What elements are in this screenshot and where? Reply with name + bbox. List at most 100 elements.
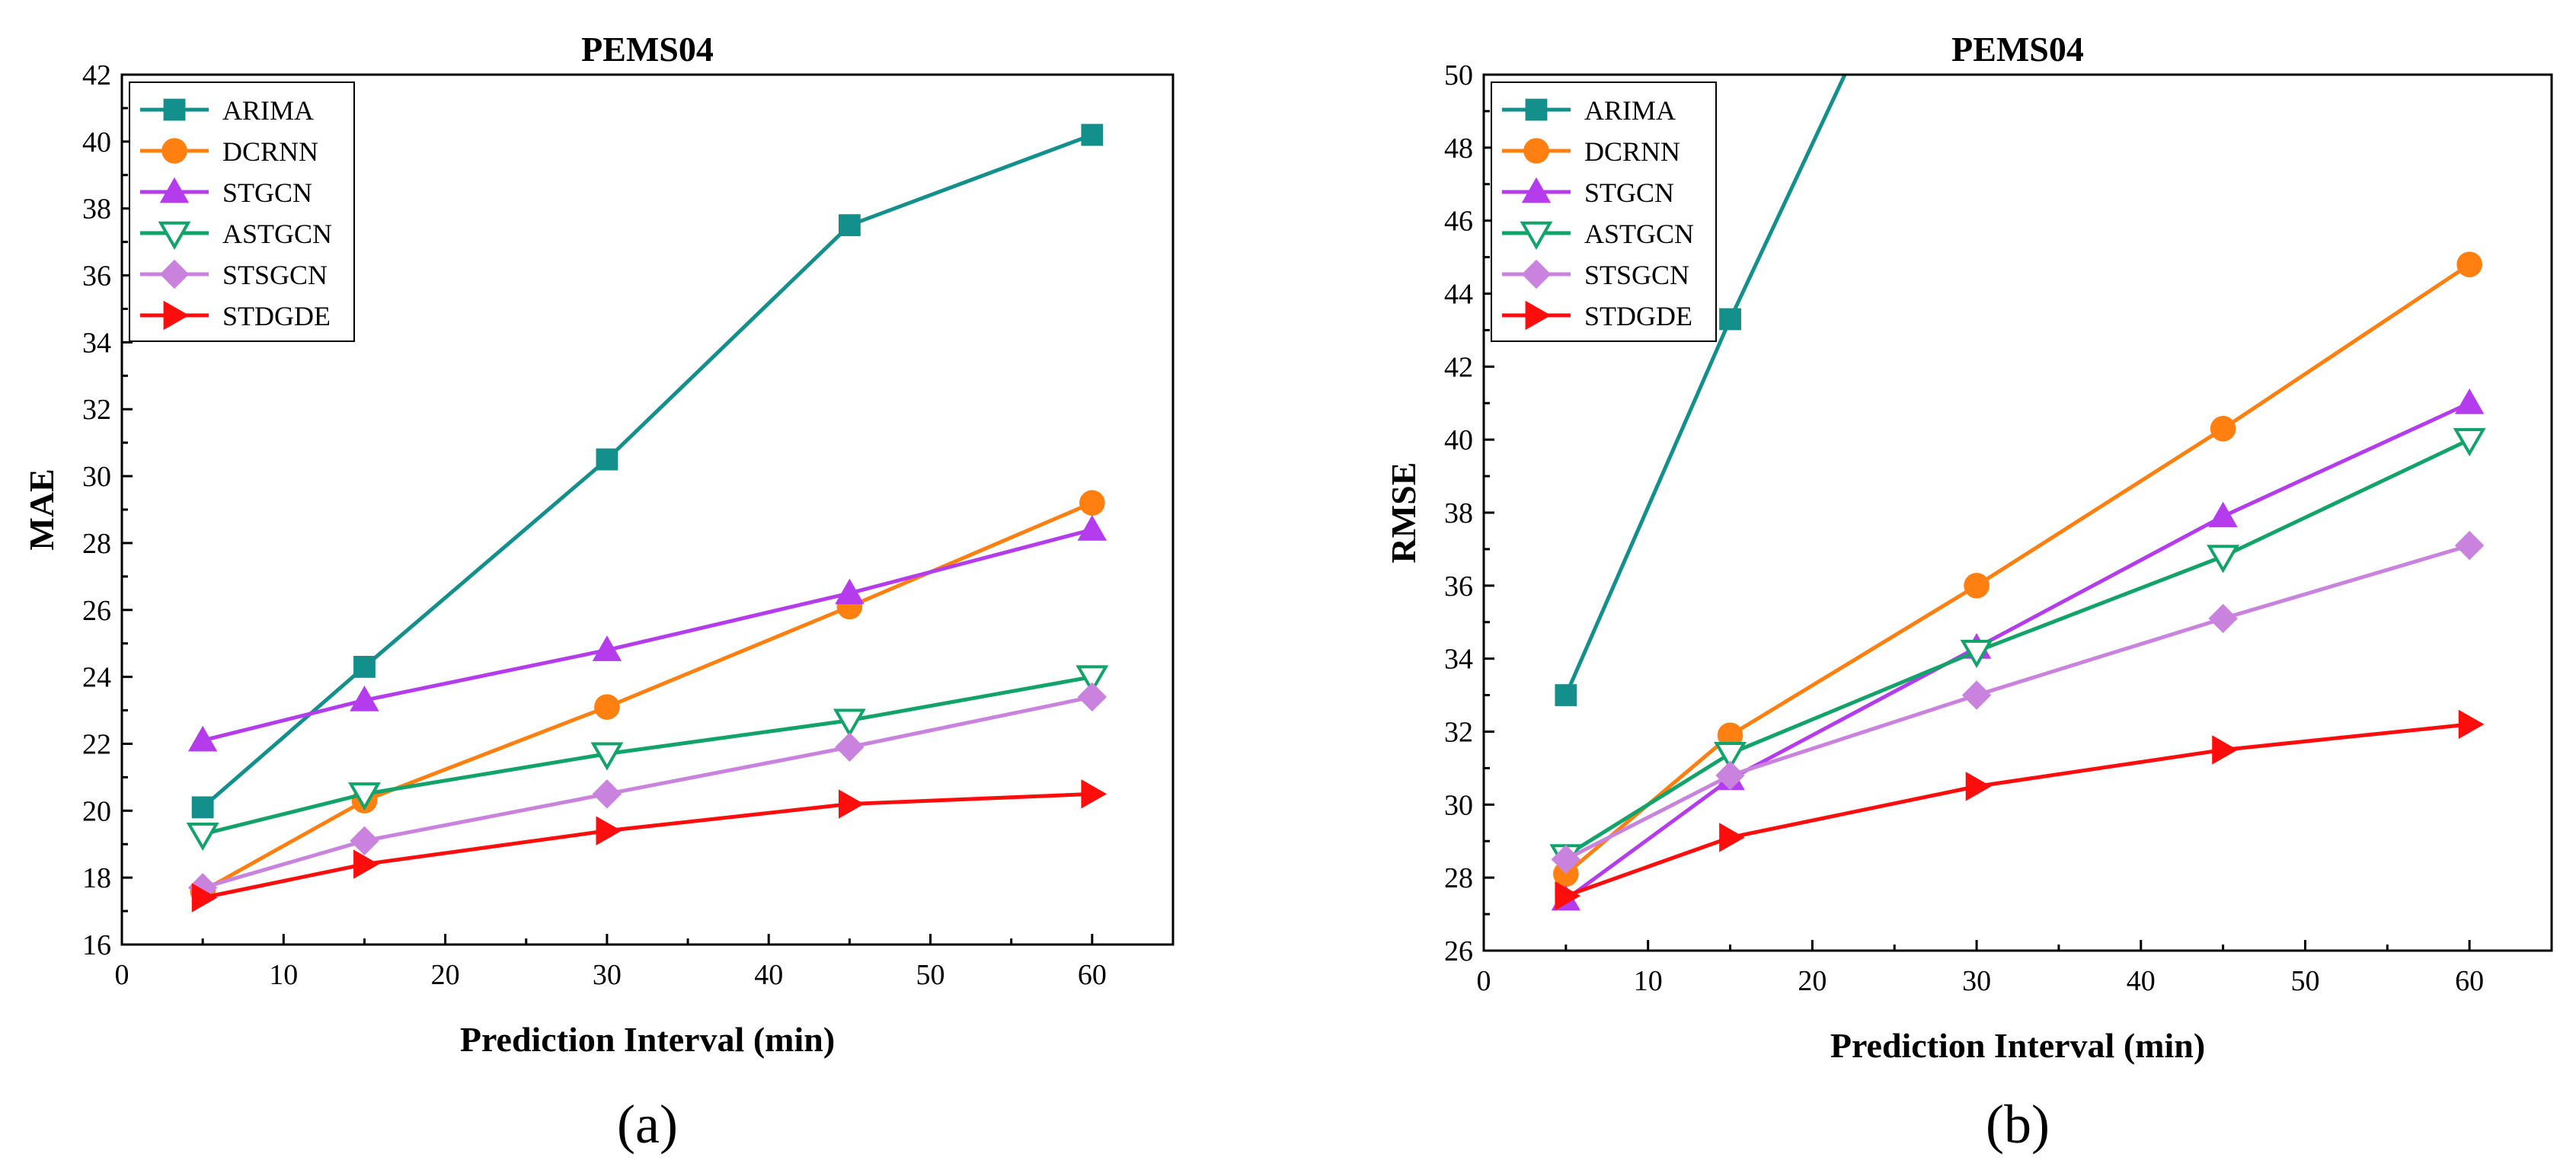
y-tick-label: 48	[1444, 133, 1473, 165]
y-tick-label: 46	[1444, 206, 1473, 238]
legend-marker-stdgde	[1525, 300, 1552, 331]
y-tick-label: 36	[1444, 571, 1473, 603]
data-point-astgcn	[347, 782, 381, 811]
data-point-arima	[191, 796, 214, 819]
legend-marker-astgcn	[1520, 221, 1553, 251]
x-tick-label: 40	[754, 959, 783, 991]
legend-label-stsgcn: STSGCN	[222, 260, 328, 290]
data-point-stgcn	[592, 635, 622, 661]
legend-label-dcrnn: DCRNN	[222, 136, 318, 167]
chart-panel-b: PEMS04 0 10 20 30 40 50 60 26 28 30 32 34 36 38 40 42 44 4…	[1384, 30, 2553, 1155]
data-point-stgcn	[2208, 501, 2238, 528]
y-tick-label: 20	[82, 795, 111, 827]
legend-label-stdgde: STDGDE	[222, 301, 331, 331]
data-point-stsgcn	[1077, 682, 1107, 712]
data-point-stsgcn	[1715, 760, 1745, 791]
series-line-astgcn	[1564, 437, 2471, 858]
data-point-dcrnn	[2210, 415, 2236, 442]
data-point-astgcn	[1960, 639, 1993, 669]
series-line-stsgcn	[1564, 543, 2470, 862]
data-point-stsgcn	[2454, 530, 2485, 561]
data-point-stdgde	[838, 789, 865, 819]
x-tick-label: 60	[2455, 965, 2484, 997]
x-tick-label: 0	[115, 959, 129, 991]
series-line-arima	[1564, 75, 1847, 696]
data-point-astgcn	[186, 822, 219, 852]
y-tick-label: 26	[1444, 935, 1473, 967]
data-point-arima	[1555, 684, 1577, 706]
y-tick-label: 40	[82, 126, 111, 158]
x-tick-label: 0	[1477, 965, 1491, 997]
y-tick-label: 30	[1444, 789, 1473, 821]
data-point-stsgcn	[350, 826, 379, 856]
legend-label-astgcn: ASTGCN	[1584, 219, 1694, 249]
data-point-dcrnn	[594, 694, 620, 720]
y-tick-label: 36	[82, 261, 111, 292]
legend-marker-arima	[163, 98, 186, 121]
x-tick-label: 20	[1798, 965, 1827, 997]
series-line-dcrnn	[201, 500, 1093, 893]
legend-label-arima: ARIMA	[222, 95, 314, 126]
data-point-stsgcn	[592, 779, 622, 809]
series-line-stgcn	[1564, 401, 2471, 901]
data-point-stdgde	[1555, 881, 1581, 911]
data-point-arima	[1081, 123, 1104, 146]
x-tick-label: 50	[916, 959, 945, 991]
legend-marker-stgcn	[159, 177, 190, 203]
x-tick-label: 20	[431, 959, 460, 991]
legend-label-astgcn: ASTGCN	[222, 219, 332, 249]
data-point-stdgde	[353, 849, 379, 879]
data-point-stgcn	[350, 686, 379, 711]
data-point-arima	[596, 448, 618, 471]
x-tick-label: 40	[2127, 965, 2156, 997]
series-line-stdgde	[1565, 722, 2470, 898]
data-point-dcrnn	[1079, 490, 1105, 516]
y-tick-label: 32	[82, 394, 111, 426]
data-point-stgcn	[187, 725, 218, 752]
legend-marker-astgcn	[158, 221, 191, 251]
legend-marker-dcrnn	[161, 138, 187, 164]
x-tick-label: 30	[593, 959, 622, 991]
series-line-stsgcn	[202, 695, 1093, 890]
x-axis-label: Prediction Interval (min)	[1830, 1026, 2205, 1065]
y-tick-label: 18	[82, 862, 111, 894]
plot-area	[1549, 75, 2486, 911]
data-point-arima	[1719, 308, 1741, 331]
y-tick-label: 38	[82, 193, 111, 225]
legend-label-stdgde: STDGDE	[1584, 301, 1692, 331]
data-point-arima	[353, 656, 376, 678]
data-point-stsgcn	[1551, 845, 1581, 874]
data-point-stsgcn	[835, 732, 865, 762]
data-point-stsgcn	[2208, 603, 2238, 634]
data-point-arima	[838, 214, 861, 237]
data-point-stgcn	[1077, 515, 1107, 541]
data-point-astgcn	[2453, 427, 2486, 457]
data-point-astgcn	[833, 708, 866, 737]
panel-label: (a)	[617, 1094, 678, 1155]
legend-label-stgcn: STGCN	[222, 177, 312, 208]
data-point-dcrnn	[2456, 251, 2482, 277]
legend-marker-stsgcn	[159, 259, 190, 289]
data-point-stgcn	[835, 578, 865, 605]
legend-box	[1491, 82, 1717, 342]
x-tick-label: 10	[269, 959, 298, 991]
legend-label-dcrnn: DCRNN	[1584, 136, 1680, 167]
data-point-stdgde	[2458, 709, 2485, 740]
series-line-stdgde	[202, 791, 1092, 900]
chart-panel-a: PEMS04 0 10 20 30 40 50 60 16 18 20 22 24 26 28 30 32 34 3…	[22, 30, 1175, 1155]
y-tick-label: 34	[1444, 644, 1473, 676]
data-point-stdgde	[596, 816, 622, 846]
y-axis-label: RMSE	[1384, 462, 1423, 564]
legend-marker-stgcn	[1521, 177, 1552, 203]
data-point-stdgde	[2212, 735, 2238, 765]
x-tick-label: 60	[1078, 959, 1107, 991]
y-tick-label: 42	[1444, 351, 1473, 383]
data-point-stdgde	[1719, 823, 1745, 852]
plot-frame	[120, 73, 1175, 946]
x-axis-label: Prediction Interval (min)	[460, 1020, 835, 1059]
x-tick-label: 50	[2290, 965, 2319, 997]
data-point-astgcn	[590, 742, 624, 771]
y-tick-label: 24	[82, 662, 111, 694]
legend-marker-arima	[1525, 98, 1548, 121]
